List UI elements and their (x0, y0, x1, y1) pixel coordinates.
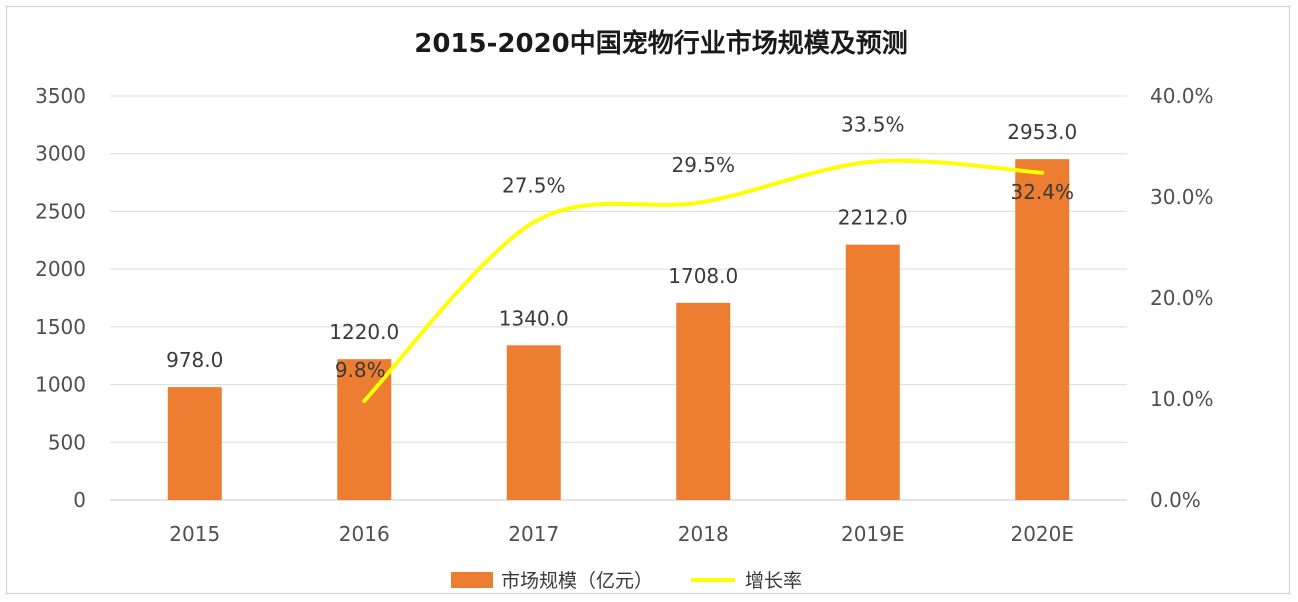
right-tick-label: 30.0% (1150, 185, 1214, 209)
left-tick-label: 2500 (35, 199, 86, 223)
growth-value-label: 33.5% (841, 113, 905, 137)
bar-2017 (506, 345, 561, 500)
left-tick-label: 2000 (35, 257, 86, 281)
bar-2019E (845, 244, 900, 500)
gridlines (110, 95, 1127, 501)
bar-value-label: 2212.0 (838, 206, 908, 230)
legend-bar-label: 市场规模（亿元） (501, 570, 653, 592)
bar-2018 (676, 302, 731, 500)
right-tick-label: 40.0% (1150, 84, 1214, 108)
x-tick-label: 2016 (339, 522, 390, 546)
right-tick-label: 20.0% (1150, 286, 1214, 310)
bar-value-label: 2953.0 (1007, 120, 1077, 144)
x-axis-ticks: 2015 2016 2017 2018 2019E 2020E (169, 522, 1074, 546)
x-tick-label: 2015 (169, 522, 220, 546)
left-tick-label: 3000 (35, 142, 86, 166)
bar-2020E (1015, 159, 1070, 500)
left-tick-label: 1500 (35, 315, 86, 339)
x-tick-label: 2018 (678, 522, 729, 546)
bar-value-label: 1708.0 (668, 264, 738, 288)
bar-value-label: 978.0 (166, 348, 223, 372)
x-tick-label: 2020E (1010, 522, 1074, 546)
left-tick-label: 500 (48, 430, 86, 454)
legend: 市场规模（亿元） 增长率 (451, 570, 802, 592)
right-tick-label: 0.0% (1150, 488, 1201, 512)
right-axis-ticks: 0.0% 10.0% 20.0% 30.0% 40.0% (1150, 84, 1214, 512)
growth-value-label: 9.8% (335, 358, 386, 382)
left-axis-ticks: 0 500 1000 1500 2000 2500 3000 3500 (35, 84, 86, 512)
data-labels: 978.0 1220.0 1340.0 1708.0 2212.0 2953.0 9.8% 2… (166, 113, 1077, 382)
left-tick-label: 1000 (35, 373, 86, 397)
bar-series (167, 159, 1070, 500)
growth-value-label: 29.5% (671, 153, 735, 177)
right-tick-label: 10.0% (1150, 387, 1214, 411)
bar-value-label: 1220.0 (329, 320, 399, 344)
growth-rate-line (362, 158, 1045, 404)
legend-line-label: 增长率 (745, 570, 802, 592)
legend-bar-swatch (451, 572, 493, 588)
left-tick-label: 3500 (35, 84, 86, 108)
chart-title: 2015-2020中国宠物行业市场规模及预测 (414, 28, 908, 59)
left-tick-label: 0 (73, 488, 86, 512)
x-tick-label: 2017 (508, 522, 559, 546)
bar-2015 (167, 387, 222, 500)
line-series (362, 158, 1045, 404)
growth-value-label: 32.4% (1010, 180, 1074, 204)
x-tick-label: 2019E (841, 522, 905, 546)
growth-value-label: 27.5% (502, 173, 566, 197)
bar-value-label: 1340.0 (499, 306, 569, 330)
